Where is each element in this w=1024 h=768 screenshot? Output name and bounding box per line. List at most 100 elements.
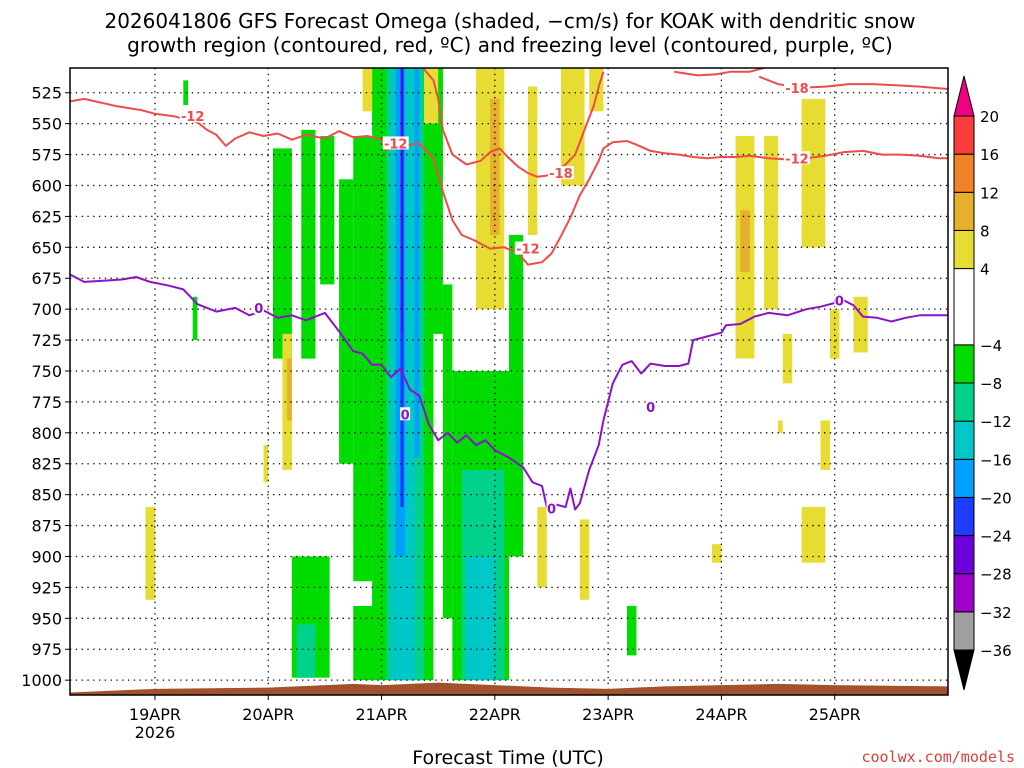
y-tick-label-17: 950 bbox=[31, 609, 62, 628]
colorbar-tick-label-0: 20 bbox=[980, 108, 999, 126]
omega-region-15 bbox=[401, 68, 403, 334]
y-tick-label-10: 775 bbox=[31, 393, 62, 412]
y-tick-label-7: 700 bbox=[31, 300, 62, 319]
colorbar-tick-label-12: −32 bbox=[980, 604, 1012, 622]
plot-area: -12 -12 -12 -12 -18 -18 0 0 0 0 0 bbox=[69, 67, 949, 696]
x-tick-label-3: 22APR bbox=[469, 705, 521, 724]
y-tick-label-8: 725 bbox=[31, 331, 62, 350]
omega-region-23 bbox=[627, 605, 637, 656]
contour-label-9: 0 bbox=[546, 501, 557, 517]
colorbar-bin-6 bbox=[953, 420, 975, 460]
chart-title-line-2: growth region (contoured, red, ºC) and f… bbox=[127, 33, 893, 57]
omega-region-30 bbox=[589, 68, 604, 112]
svg-text:0: 0 bbox=[401, 408, 410, 423]
chart-title-line-1: 2026041806 GFS Forecast Omega (shaded, −… bbox=[104, 9, 915, 33]
colorbar-tick-label-11: −28 bbox=[980, 566, 1012, 584]
y-tick-label-6: 675 bbox=[31, 269, 62, 288]
y-tick-label-4: 625 bbox=[31, 207, 62, 226]
colorbar-bin-3 bbox=[953, 535, 975, 575]
svg-text:-12: -12 bbox=[516, 243, 540, 258]
contour-label-7: 0 bbox=[400, 407, 411, 423]
omega-region-43 bbox=[853, 296, 868, 353]
y-tick-label-15: 900 bbox=[31, 547, 62, 566]
y-tick-label-13: 850 bbox=[31, 486, 62, 505]
svg-text:0: 0 bbox=[835, 294, 844, 309]
contour-label-8: 0 bbox=[645, 399, 656, 416]
contour-label-4: -18 bbox=[547, 166, 574, 182]
colorbar-bin-13 bbox=[953, 115, 975, 155]
omega-region-35 bbox=[263, 445, 269, 483]
omega-region-0 bbox=[301, 129, 316, 359]
y-tick-label-18: 975 bbox=[31, 640, 62, 659]
contour--12C-upper bbox=[674, 68, 765, 77]
colorbar-tick-label-13: −36 bbox=[980, 642, 1012, 660]
x-tick-label-5: 24APR bbox=[695, 705, 747, 724]
omega-region-28 bbox=[527, 86, 538, 235]
omega-region-7 bbox=[339, 179, 354, 464]
omega-region-31 bbox=[579, 519, 590, 600]
omega-region-29 bbox=[560, 68, 585, 186]
colorbar-tick-label-6: −8 bbox=[980, 375, 1002, 393]
svg-text:-12: -12 bbox=[181, 110, 205, 125]
y-tick-label-0: 525 bbox=[31, 84, 62, 103]
colorbar-bin-2 bbox=[953, 573, 975, 613]
colorbar-bin-9 bbox=[953, 268, 975, 346]
omega-region-8 bbox=[353, 136, 373, 582]
y-tick-label-16: 925 bbox=[31, 578, 62, 597]
y-tick-label-3: 600 bbox=[31, 176, 62, 195]
x-axis-title: Forecast Time (UTC) bbox=[412, 747, 603, 768]
omega-region-36 bbox=[145, 507, 155, 600]
colorbar-bin-11 bbox=[953, 191, 975, 231]
colorbar-tick-label-4: 4 bbox=[980, 261, 990, 279]
colorbar: 20 16 12 8 4 −4 −8 −12 −16 −20 −24 −28 −32 −36 bbox=[953, 75, 1012, 691]
colorbar-bin-14 bbox=[953, 75, 975, 117]
omega-region-2 bbox=[320, 136, 335, 285]
x-tick-label-0: 19APR bbox=[129, 705, 181, 724]
svg-text:-12: -12 bbox=[384, 137, 408, 152]
omega-region-32 bbox=[537, 507, 547, 588]
omega-region-24 bbox=[362, 68, 373, 112]
surface-terrain bbox=[70, 682, 948, 695]
omega-region-4 bbox=[296, 624, 316, 678]
y-tick-label-2: 575 bbox=[31, 146, 62, 165]
colorbar-tick-label-8: −16 bbox=[980, 451, 1012, 469]
colorbar-bin-12 bbox=[953, 153, 975, 193]
colorbar-bin-8 bbox=[953, 344, 975, 384]
omega-region-18 bbox=[428, 68, 443, 334]
omega-region-39 bbox=[763, 136, 779, 310]
contour-label-6: 0 bbox=[253, 300, 264, 317]
omega-region-42 bbox=[829, 309, 840, 359]
omega-region-6 bbox=[192, 296, 198, 341]
svg-text:0: 0 bbox=[254, 302, 263, 317]
contour-label-3: -12 bbox=[783, 151, 810, 167]
colorbar-tick-label-10: −24 bbox=[980, 528, 1012, 546]
svg-text:-12: -12 bbox=[785, 152, 809, 167]
contour-0C bbox=[70, 273, 948, 511]
omega-region-22 bbox=[509, 234, 524, 557]
colorbar-bin-0 bbox=[953, 649, 975, 691]
y-tick-label-12: 825 bbox=[31, 455, 62, 474]
plot-frame bbox=[69, 67, 949, 696]
svg-text:0: 0 bbox=[646, 401, 655, 416]
svg-text:-18: -18 bbox=[549, 167, 573, 182]
y-axis: 525 550 575 600 625 650 675 700 725 750 775 800 825 8… bbox=[21, 84, 70, 690]
colorbar-bin-10 bbox=[953, 229, 975, 270]
colorbar-tick-label-9: −20 bbox=[980, 489, 1012, 507]
colorbar-tick-label-1: 16 bbox=[980, 146, 999, 164]
omega-region-47 bbox=[711, 544, 722, 563]
omega-region-46 bbox=[778, 420, 783, 433]
colorbar-tick-label-3: 8 bbox=[980, 222, 990, 240]
colorbar-bin-1 bbox=[953, 611, 975, 651]
colorbar-bin-5 bbox=[953, 458, 975, 498]
y-tick-label-11: 800 bbox=[31, 424, 62, 443]
x-tick-sublabel-0: 2026 bbox=[135, 723, 176, 742]
y-tick-label-14: 875 bbox=[31, 517, 62, 536]
contour-label-5: -18 bbox=[783, 80, 810, 97]
omega-region-16 bbox=[414, 68, 420, 458]
y-tick-label-5: 650 bbox=[31, 238, 62, 257]
credit-text[interactable]: coolwx.com/models bbox=[861, 748, 1015, 766]
y-tick-label-1: 550 bbox=[31, 115, 62, 134]
plot-inner: -12 -12 -12 -12 -18 -18 0 0 0 0 0 bbox=[70, 68, 948, 695]
